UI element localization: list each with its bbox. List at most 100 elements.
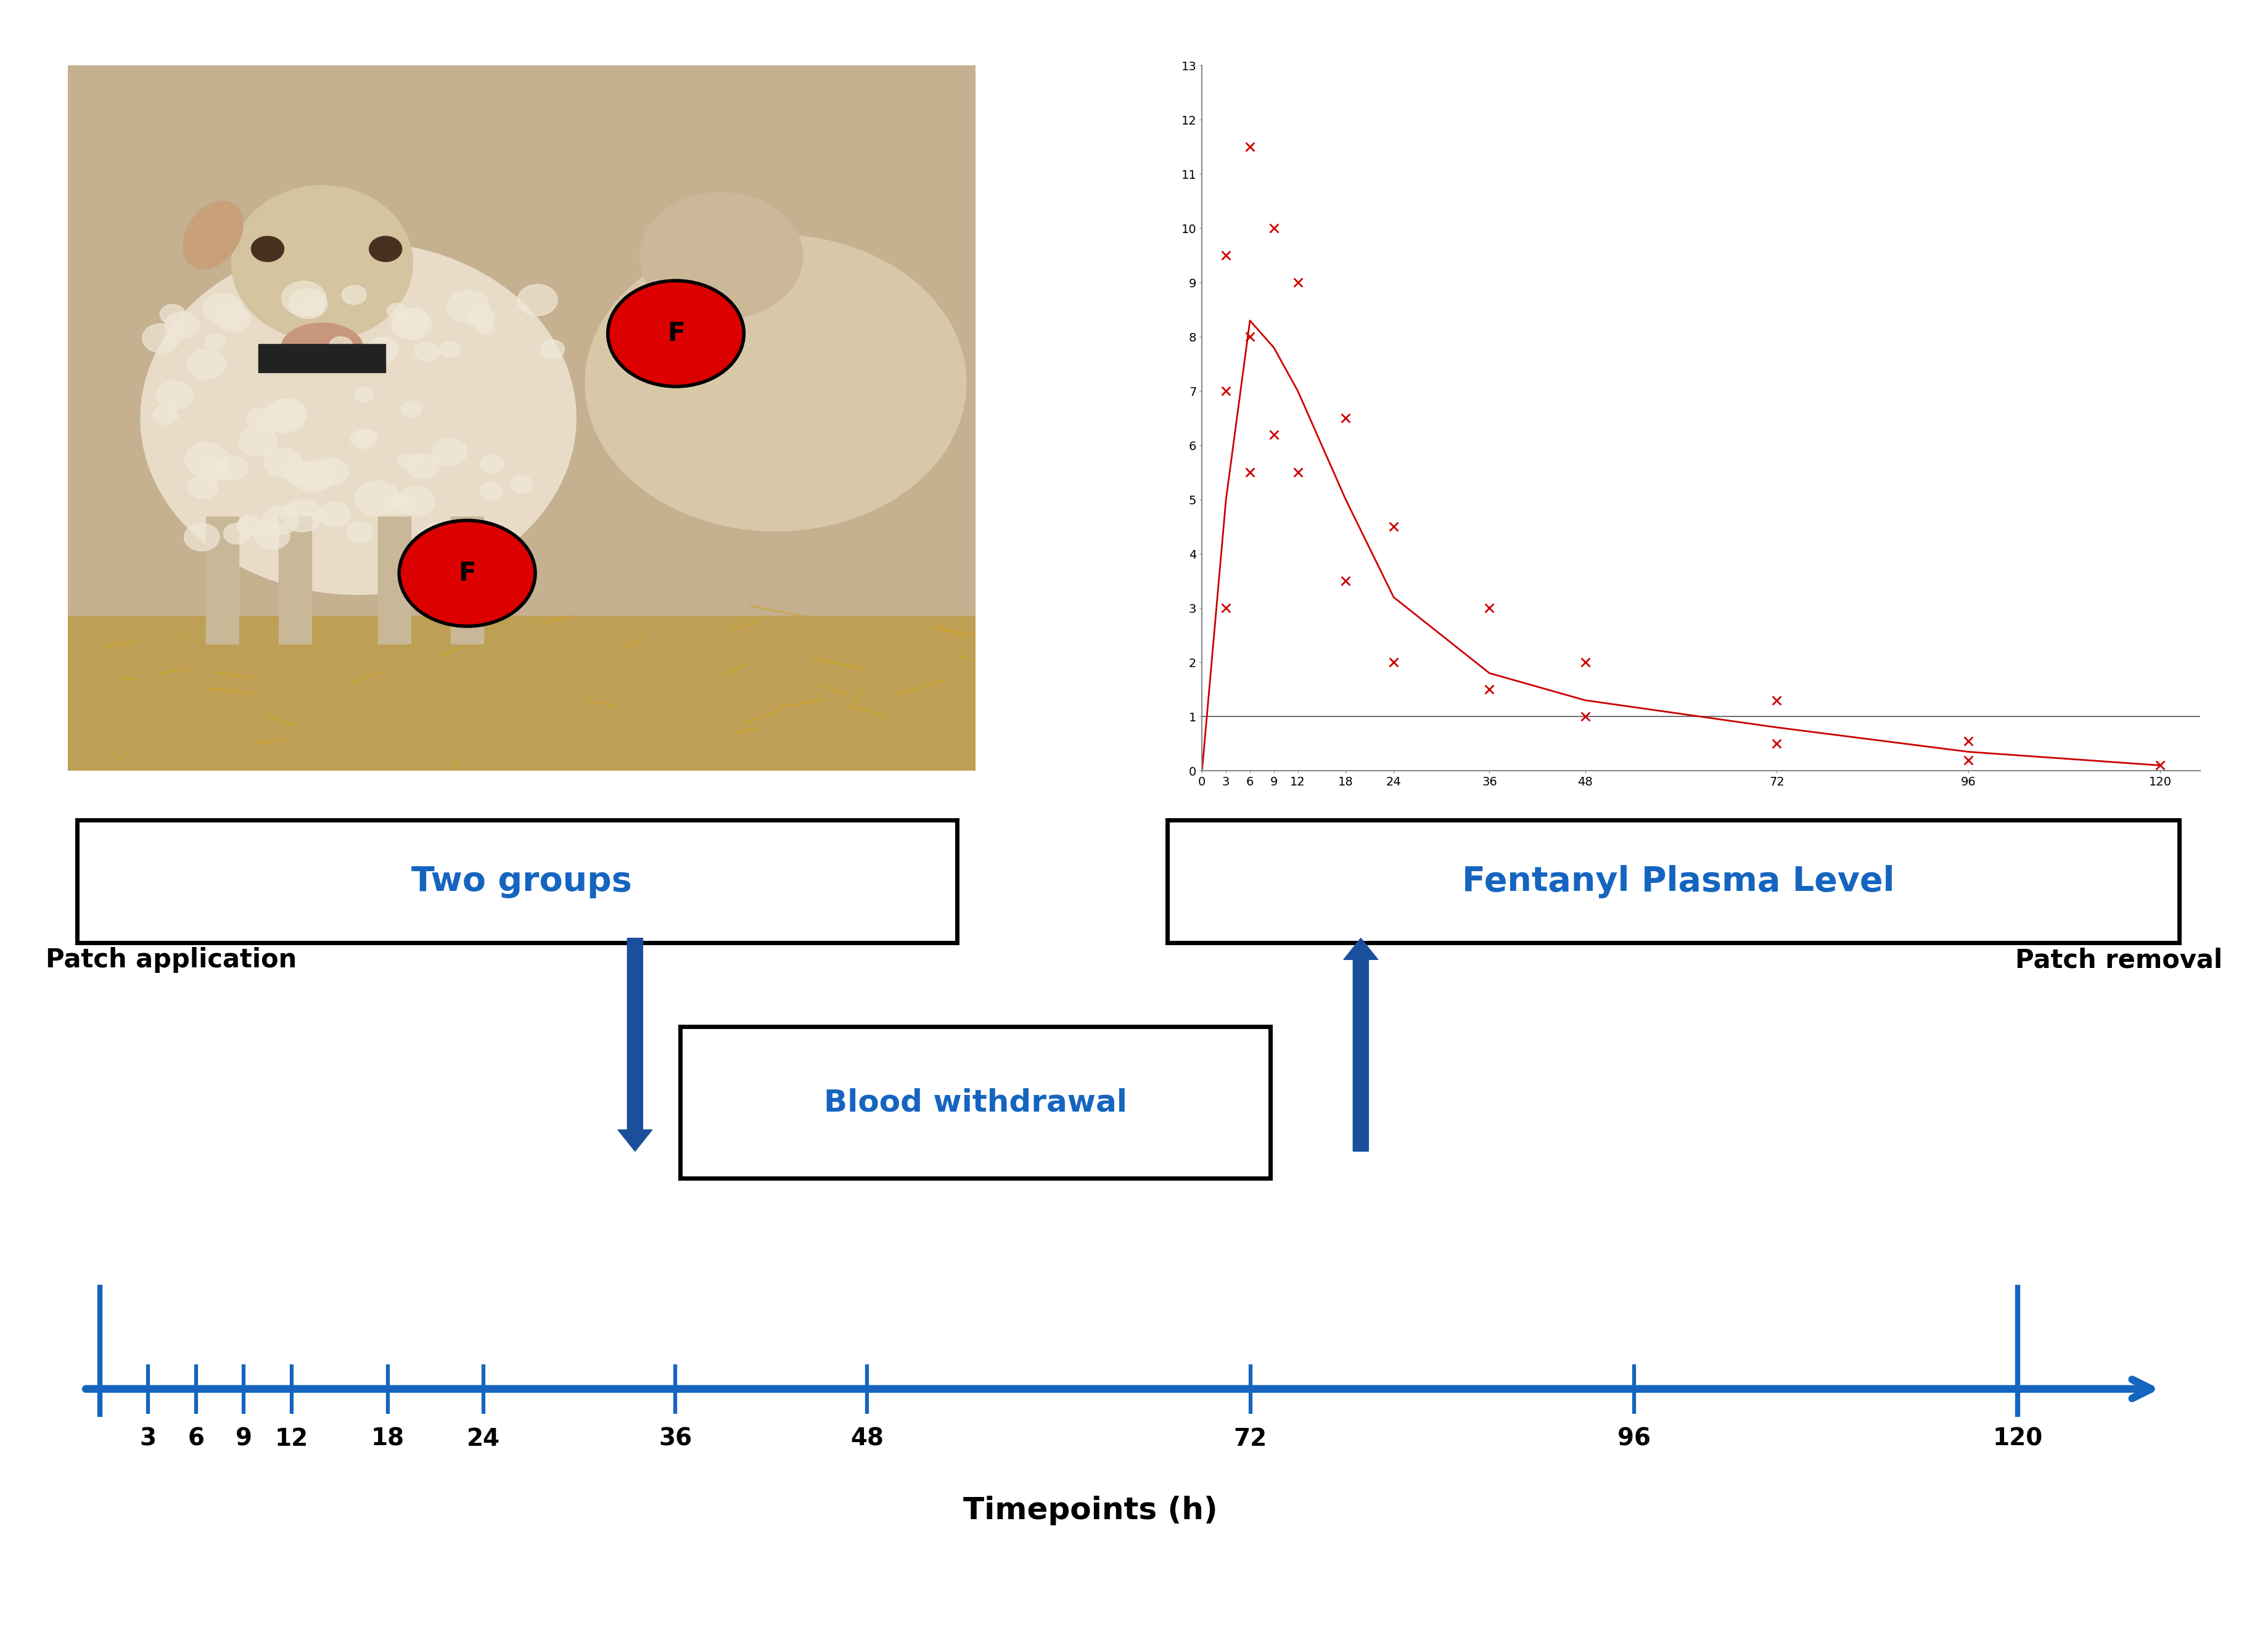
Text: Timepoints (h): Timepoints (h) [964, 1496, 1218, 1525]
Bar [259, 344, 386, 372]
Circle shape [397, 308, 429, 331]
Text: Fentanyl Plasma Level: Fentanyl Plasma Level [1463, 864, 1894, 899]
Circle shape [397, 453, 417, 469]
Text: 24: 24 [467, 1427, 501, 1450]
Circle shape [392, 308, 431, 339]
Circle shape [476, 320, 494, 335]
Point [1374, 649, 1411, 676]
Circle shape [431, 438, 467, 466]
Circle shape [406, 453, 440, 479]
Circle shape [263, 507, 299, 535]
Text: 96: 96 [1617, 1427, 1651, 1450]
Point [1950, 728, 1987, 754]
Circle shape [293, 461, 333, 492]
Circle shape [352, 430, 374, 449]
Circle shape [318, 502, 349, 526]
Circle shape [166, 312, 200, 338]
Ellipse shape [184, 202, 243, 269]
FancyBboxPatch shape [1168, 820, 2180, 943]
Text: 120: 120 [1994, 1427, 2043, 1450]
Circle shape [154, 405, 177, 425]
FancyBboxPatch shape [77, 820, 957, 943]
Circle shape [225, 523, 249, 544]
Circle shape [215, 456, 247, 481]
Point [1209, 595, 1245, 622]
Point [1327, 567, 1363, 594]
Ellipse shape [231, 185, 413, 341]
Circle shape [184, 523, 220, 551]
Ellipse shape [141, 241, 576, 594]
Circle shape [370, 236, 401, 262]
Point [1567, 704, 1603, 730]
Point [1209, 377, 1245, 403]
Point [1279, 459, 1315, 485]
Bar [68, 615, 975, 771]
Text: F: F [458, 561, 476, 585]
Circle shape [252, 236, 284, 262]
Circle shape [401, 402, 422, 417]
Text: 6: 6 [188, 1427, 204, 1450]
Circle shape [188, 476, 218, 499]
FancyArrowPatch shape [617, 938, 653, 1151]
Circle shape [238, 426, 277, 456]
Circle shape [447, 290, 490, 323]
Text: 18: 18 [372, 1427, 404, 1450]
Circle shape [510, 476, 533, 494]
Circle shape [270, 399, 306, 428]
Circle shape [263, 400, 306, 433]
Text: Patch removal: Patch removal [2016, 948, 2223, 973]
Circle shape [440, 341, 460, 358]
Text: Two groups: Two groups [411, 864, 633, 899]
Circle shape [358, 430, 376, 444]
Point [1472, 595, 1508, 622]
Point [1232, 323, 1268, 349]
Circle shape [156, 380, 193, 410]
Bar [279, 517, 311, 645]
Circle shape [479, 482, 503, 500]
Text: Blood withdrawal: Blood withdrawal [823, 1087, 1127, 1117]
Circle shape [186, 349, 227, 379]
Circle shape [388, 303, 408, 320]
Circle shape [342, 285, 367, 305]
Circle shape [415, 343, 440, 361]
Circle shape [281, 500, 322, 531]
Circle shape [397, 487, 435, 515]
Circle shape [313, 458, 349, 485]
Circle shape [399, 520, 535, 626]
Circle shape [329, 336, 352, 354]
Circle shape [467, 307, 494, 328]
Point [1232, 134, 1268, 161]
Circle shape [290, 289, 327, 318]
Circle shape [540, 339, 565, 358]
Circle shape [608, 280, 744, 387]
FancyBboxPatch shape [680, 1027, 1270, 1178]
Ellipse shape [281, 323, 363, 372]
Point [1232, 459, 1268, 485]
Ellipse shape [640, 192, 803, 320]
Circle shape [517, 284, 558, 315]
Text: 72: 72 [1234, 1427, 1268, 1450]
Circle shape [159, 305, 186, 325]
Circle shape [420, 523, 463, 558]
Circle shape [392, 494, 411, 510]
Point [1209, 243, 1245, 269]
Circle shape [347, 522, 372, 543]
Ellipse shape [585, 235, 966, 531]
Text: 12: 12 [274, 1427, 308, 1450]
Circle shape [200, 461, 229, 482]
Text: 36: 36 [658, 1427, 692, 1450]
Text: Patch application: Patch application [45, 948, 297, 973]
Circle shape [238, 515, 263, 536]
Point [1950, 746, 1987, 772]
Circle shape [367, 338, 399, 362]
Circle shape [386, 497, 408, 515]
Point [1374, 513, 1411, 540]
Circle shape [218, 305, 249, 331]
Circle shape [286, 461, 318, 487]
Circle shape [302, 298, 324, 317]
Point [2141, 753, 2177, 779]
Text: F: F [667, 321, 685, 346]
Circle shape [354, 387, 374, 402]
Circle shape [354, 481, 399, 515]
Point [1567, 649, 1603, 676]
